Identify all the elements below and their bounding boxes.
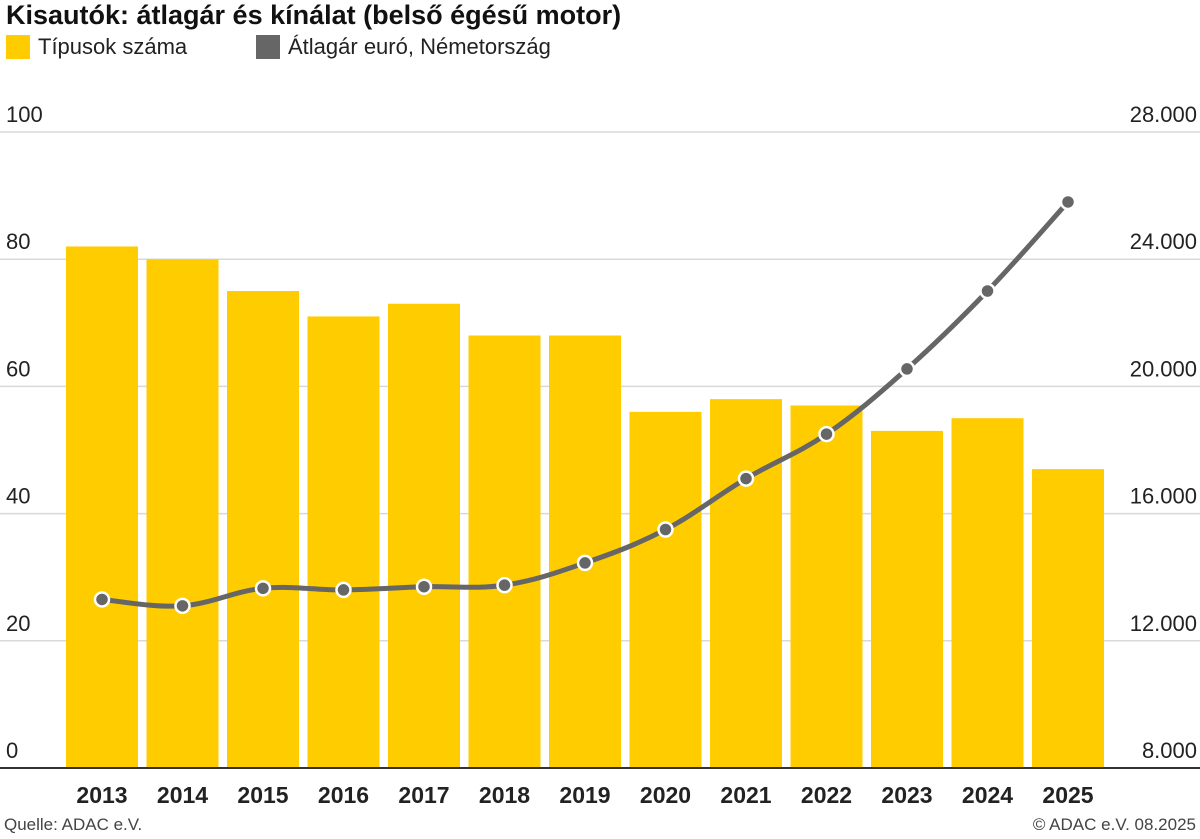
price-point (898, 360, 916, 378)
y-left-tick-label: 0 (6, 738, 18, 763)
bar (468, 335, 541, 768)
x-tick-label: 2017 (398, 782, 449, 808)
x-tick-label: 2014 (157, 782, 208, 808)
price-point (174, 597, 191, 615)
bar (790, 405, 863, 768)
y-right-tick-label: 24.000 (1130, 229, 1197, 254)
bar (66, 246, 138, 769)
price-point (496, 576, 513, 594)
y-right-tick-label: 8.000 (1142, 738, 1197, 763)
x-tick-label: 2016 (318, 782, 369, 808)
legend-label-price: Átlagár euró, Németország (288, 34, 551, 59)
price-point (93, 591, 111, 608)
copyright-note: © ADAC e.V. 08.2025 (1032, 815, 1196, 834)
price-point (1059, 193, 1077, 211)
price-point (979, 282, 996, 300)
legend-item-price: Átlagár euró, Németország (256, 34, 551, 60)
bar (871, 430, 943, 768)
y-right-tick-label: 20.000 (1130, 356, 1197, 381)
x-tick-label: 2022 (801, 782, 852, 808)
x-tick-label: 2025 (1042, 782, 1093, 808)
y-left-tick-label: 60 (6, 356, 30, 381)
bar (629, 411, 702, 768)
legend-swatch-types (6, 35, 30, 59)
x-tick-label: 2018 (479, 782, 530, 808)
x-tick-label: 2013 (76, 782, 127, 808)
y-right-tick-label: 12.000 (1130, 611, 1197, 636)
bar (1032, 469, 1104, 768)
legend-item-types: Típusok száma (6, 34, 187, 60)
x-tick-label: 2021 (720, 782, 771, 808)
price-point (576, 554, 594, 572)
y-right-tick-label: 16.000 (1130, 484, 1197, 509)
x-tick-label: 2023 (881, 782, 932, 808)
y-left-tick-label: 20 (6, 611, 30, 636)
price-point (335, 581, 352, 599)
y-left-tick-label: 40 (6, 484, 30, 509)
price-point (254, 580, 272, 597)
bar (146, 259, 219, 768)
legend-swatch-price (256, 35, 280, 59)
bar (307, 316, 380, 768)
price-point (737, 470, 755, 487)
x-tick-label: 2020 (640, 782, 691, 808)
bar (710, 399, 782, 768)
x-tick-label: 2019 (559, 782, 610, 808)
bar (951, 418, 1024, 768)
price-point (818, 425, 835, 443)
x-tick-label: 2024 (962, 782, 1013, 808)
price-point (415, 578, 433, 595)
y-left-tick-label: 100 (6, 102, 43, 127)
y-left-tick-label: 80 (6, 229, 30, 254)
legend-label-types: Típusok száma (38, 34, 188, 59)
source-note: Quelle: ADAC e.V. (4, 815, 143, 834)
bar (227, 291, 299, 768)
bar (388, 303, 460, 768)
price-point (657, 521, 674, 538)
x-tick-label: 2015 (237, 782, 288, 808)
y-right-tick-label: 28.000 (1130, 102, 1197, 127)
chart-title: Kisautók: átlagár és kínálat (belső égés… (6, 0, 622, 30)
